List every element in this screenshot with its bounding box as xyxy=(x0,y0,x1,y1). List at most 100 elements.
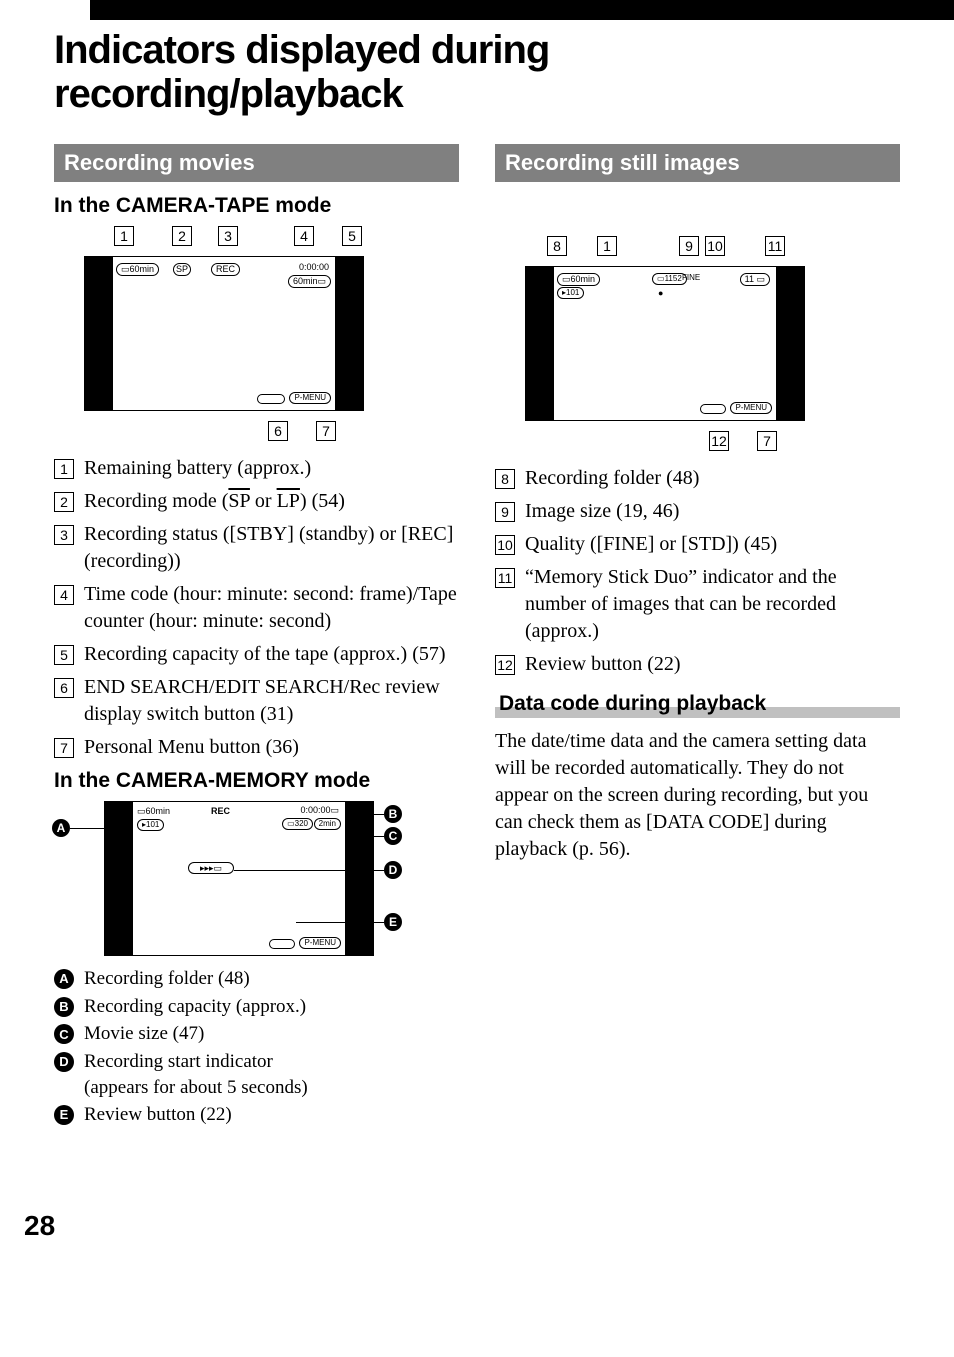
list-item: 6END SEARCH/EDIT SEARCH/Rec review displ… xyxy=(54,674,459,728)
item-number: 11 xyxy=(495,568,515,588)
timecode-indicator: 0:00:00 xyxy=(299,263,329,272)
item-text: Review button (22) xyxy=(525,651,900,678)
item-letter: A xyxy=(54,969,74,989)
list-item: A Recording folder (48) xyxy=(54,966,459,992)
list-item: B Recording capacity (approx.) xyxy=(54,994,459,1020)
mem-pmenu[interactable]: P-MENU xyxy=(299,937,341,949)
item-text: Recording start indicator(appears for ab… xyxy=(84,1049,459,1100)
item-number: 9 xyxy=(495,502,515,522)
side-label-D: D xyxy=(384,861,402,879)
record-dot: ● xyxy=(658,289,663,298)
tape-diagram: 1 2 3 4 5 ▭60min SP REC 0:00:00 60min▭ P… xyxy=(84,226,459,443)
item-text: “Memory Stick Duo” indicator and the num… xyxy=(525,564,900,645)
item-number: 4 xyxy=(54,585,74,605)
mem-battery: ▭60min xyxy=(137,807,170,816)
still-battery: ▭60min xyxy=(557,273,600,286)
memory-diagram: A ▭60min ▸101 REC 0:00:00▭ ▭320 2min ▸▸▸… xyxy=(54,801,459,956)
list-item: 7 Personal Menu button (36) xyxy=(54,734,459,761)
memory-item-list: A Recording folder (48) B Recording capacit… xyxy=(54,966,459,1128)
item-text: Recording capacity of the tape (approx.)… xyxy=(84,641,459,668)
tape-item-list: 1 Remaining battery (approx.) 2 Recording m… xyxy=(54,455,459,761)
mem-folder: ▸101 xyxy=(137,819,164,831)
item-text: Movie size (47) xyxy=(84,1021,459,1047)
item-text: Remaining battery (approx.) xyxy=(84,455,459,482)
list-item: 12 Review button (22) xyxy=(495,651,900,678)
still-folder: ▸101 xyxy=(557,287,584,299)
callout-5: 5 xyxy=(342,226,362,246)
section-recording-still: Recording still images xyxy=(495,144,900,182)
list-item: EReview button (22) xyxy=(54,1102,459,1128)
item-number: 8 xyxy=(495,469,515,489)
callout-1b: 1 xyxy=(597,236,617,256)
item-number: 5 xyxy=(54,645,74,665)
edit-search-button[interactable] xyxy=(257,394,285,404)
list-item: 9 Image size (19, 46) xyxy=(495,498,900,525)
status-indicator: REC xyxy=(211,263,240,276)
item-text: END SEARCH/EDIT SEARCH/Rec review displa… xyxy=(84,674,459,728)
callout-11: 11 xyxy=(765,236,785,256)
callout-12: 12 xyxy=(709,431,729,451)
item-text: Recording folder (48) xyxy=(84,966,459,992)
callout-10: 10 xyxy=(705,236,725,256)
callout-8: 8 xyxy=(547,236,567,256)
callout-6: 6 xyxy=(268,421,288,441)
still-count: 11 ▭ xyxy=(740,273,770,286)
data-code-body: The date/time data and the camera settin… xyxy=(495,728,900,863)
callout-3: 3 xyxy=(218,226,238,246)
left-column: Recording movies In the CAMERA-TAPE mode… xyxy=(54,144,459,1130)
item-text: Recording capacity (approx.) xyxy=(84,994,459,1020)
item-number: 12 xyxy=(495,655,515,675)
mem-capacity: 2min xyxy=(314,818,341,830)
item-letter: C xyxy=(54,1024,74,1044)
subheading-camera-memory: In the CAMERA-MEMORY mode xyxy=(54,769,459,793)
list-item: 5 Recording capacity of the tape (approx.… xyxy=(54,641,459,668)
side-label-C: C xyxy=(384,827,402,845)
item-letter: E xyxy=(54,1105,74,1125)
list-item: 2 Recording mode (SP or LP) (54) xyxy=(54,488,459,515)
callout-4: 4 xyxy=(294,226,314,246)
item-text: Recording status ([STBY] (standby) or [R… xyxy=(84,521,459,575)
list-item: C Movie size (47) xyxy=(54,1021,459,1047)
subheading-data-code: Data code during playback xyxy=(495,690,900,718)
item-number: 7 xyxy=(54,738,74,758)
side-label-E: E xyxy=(384,913,402,931)
item-text: Personal Menu button (36) xyxy=(84,734,459,761)
item-number: 3 xyxy=(54,525,74,545)
item-text: Image size (19, 46) xyxy=(525,498,900,525)
list-item: 10Quality ([FINE] or [STD]) (45) xyxy=(495,531,900,558)
mem-review-button[interactable] xyxy=(269,939,295,949)
mem-size: ▭320 xyxy=(282,818,313,830)
item-number: 1 xyxy=(54,459,74,479)
item-number: 2 xyxy=(54,492,74,512)
still-diagram: 8 1 9 10 11 ▭60min ▸101 ▭1152 FINE 11 ▭ … xyxy=(525,236,900,453)
side-label-B: B xyxy=(384,805,402,823)
list-item: 4Time code (hour: minute: second: frame)… xyxy=(54,581,459,635)
section-recording-movies: Recording movies xyxy=(54,144,459,182)
mode-indicator: SP xyxy=(173,263,191,276)
still-pmenu[interactable]: P-MENU xyxy=(730,402,772,414)
mem-start-indicator: ▸▸▸▭ xyxy=(188,862,234,874)
item-text: Recording folder (48) xyxy=(525,465,900,492)
list-item: 3 Recording status ([STBY] (standby) or [… xyxy=(54,521,459,575)
list-item: 1 Remaining battery (approx.) xyxy=(54,455,459,482)
subheading-camera-tape: In the CAMERA-TAPE mode xyxy=(54,194,459,218)
still-item-list: 8 Recording folder (48) 9 Image size (19, 4… xyxy=(495,465,900,678)
page-title: Indicators displayed during recording/pl… xyxy=(54,28,900,116)
side-label-A: A xyxy=(52,819,70,837)
callout-9: 9 xyxy=(679,236,699,256)
item-letter: B xyxy=(54,997,74,1017)
callout-7b: 7 xyxy=(757,431,777,451)
header-bar xyxy=(90,0,954,20)
item-letter: D xyxy=(54,1052,74,1072)
pmenu-button[interactable]: P-MENU xyxy=(289,392,331,404)
callout-1: 1 xyxy=(114,226,134,246)
still-review-button[interactable] xyxy=(700,404,726,414)
tape-remain-indicator: 60min▭ xyxy=(288,275,331,288)
list-item: 8 Recording folder (48) xyxy=(495,465,900,492)
page-number: 28 xyxy=(24,1210,900,1242)
item-number: 10 xyxy=(495,535,515,555)
mem-timecode: 0:00:00▭ xyxy=(300,806,339,815)
callout-2: 2 xyxy=(172,226,192,246)
right-column: Recording still images 8 1 9 10 11 ▭60mi… xyxy=(495,144,900,1130)
item-text: Recording mode (SP or LP) (54) xyxy=(84,488,459,515)
